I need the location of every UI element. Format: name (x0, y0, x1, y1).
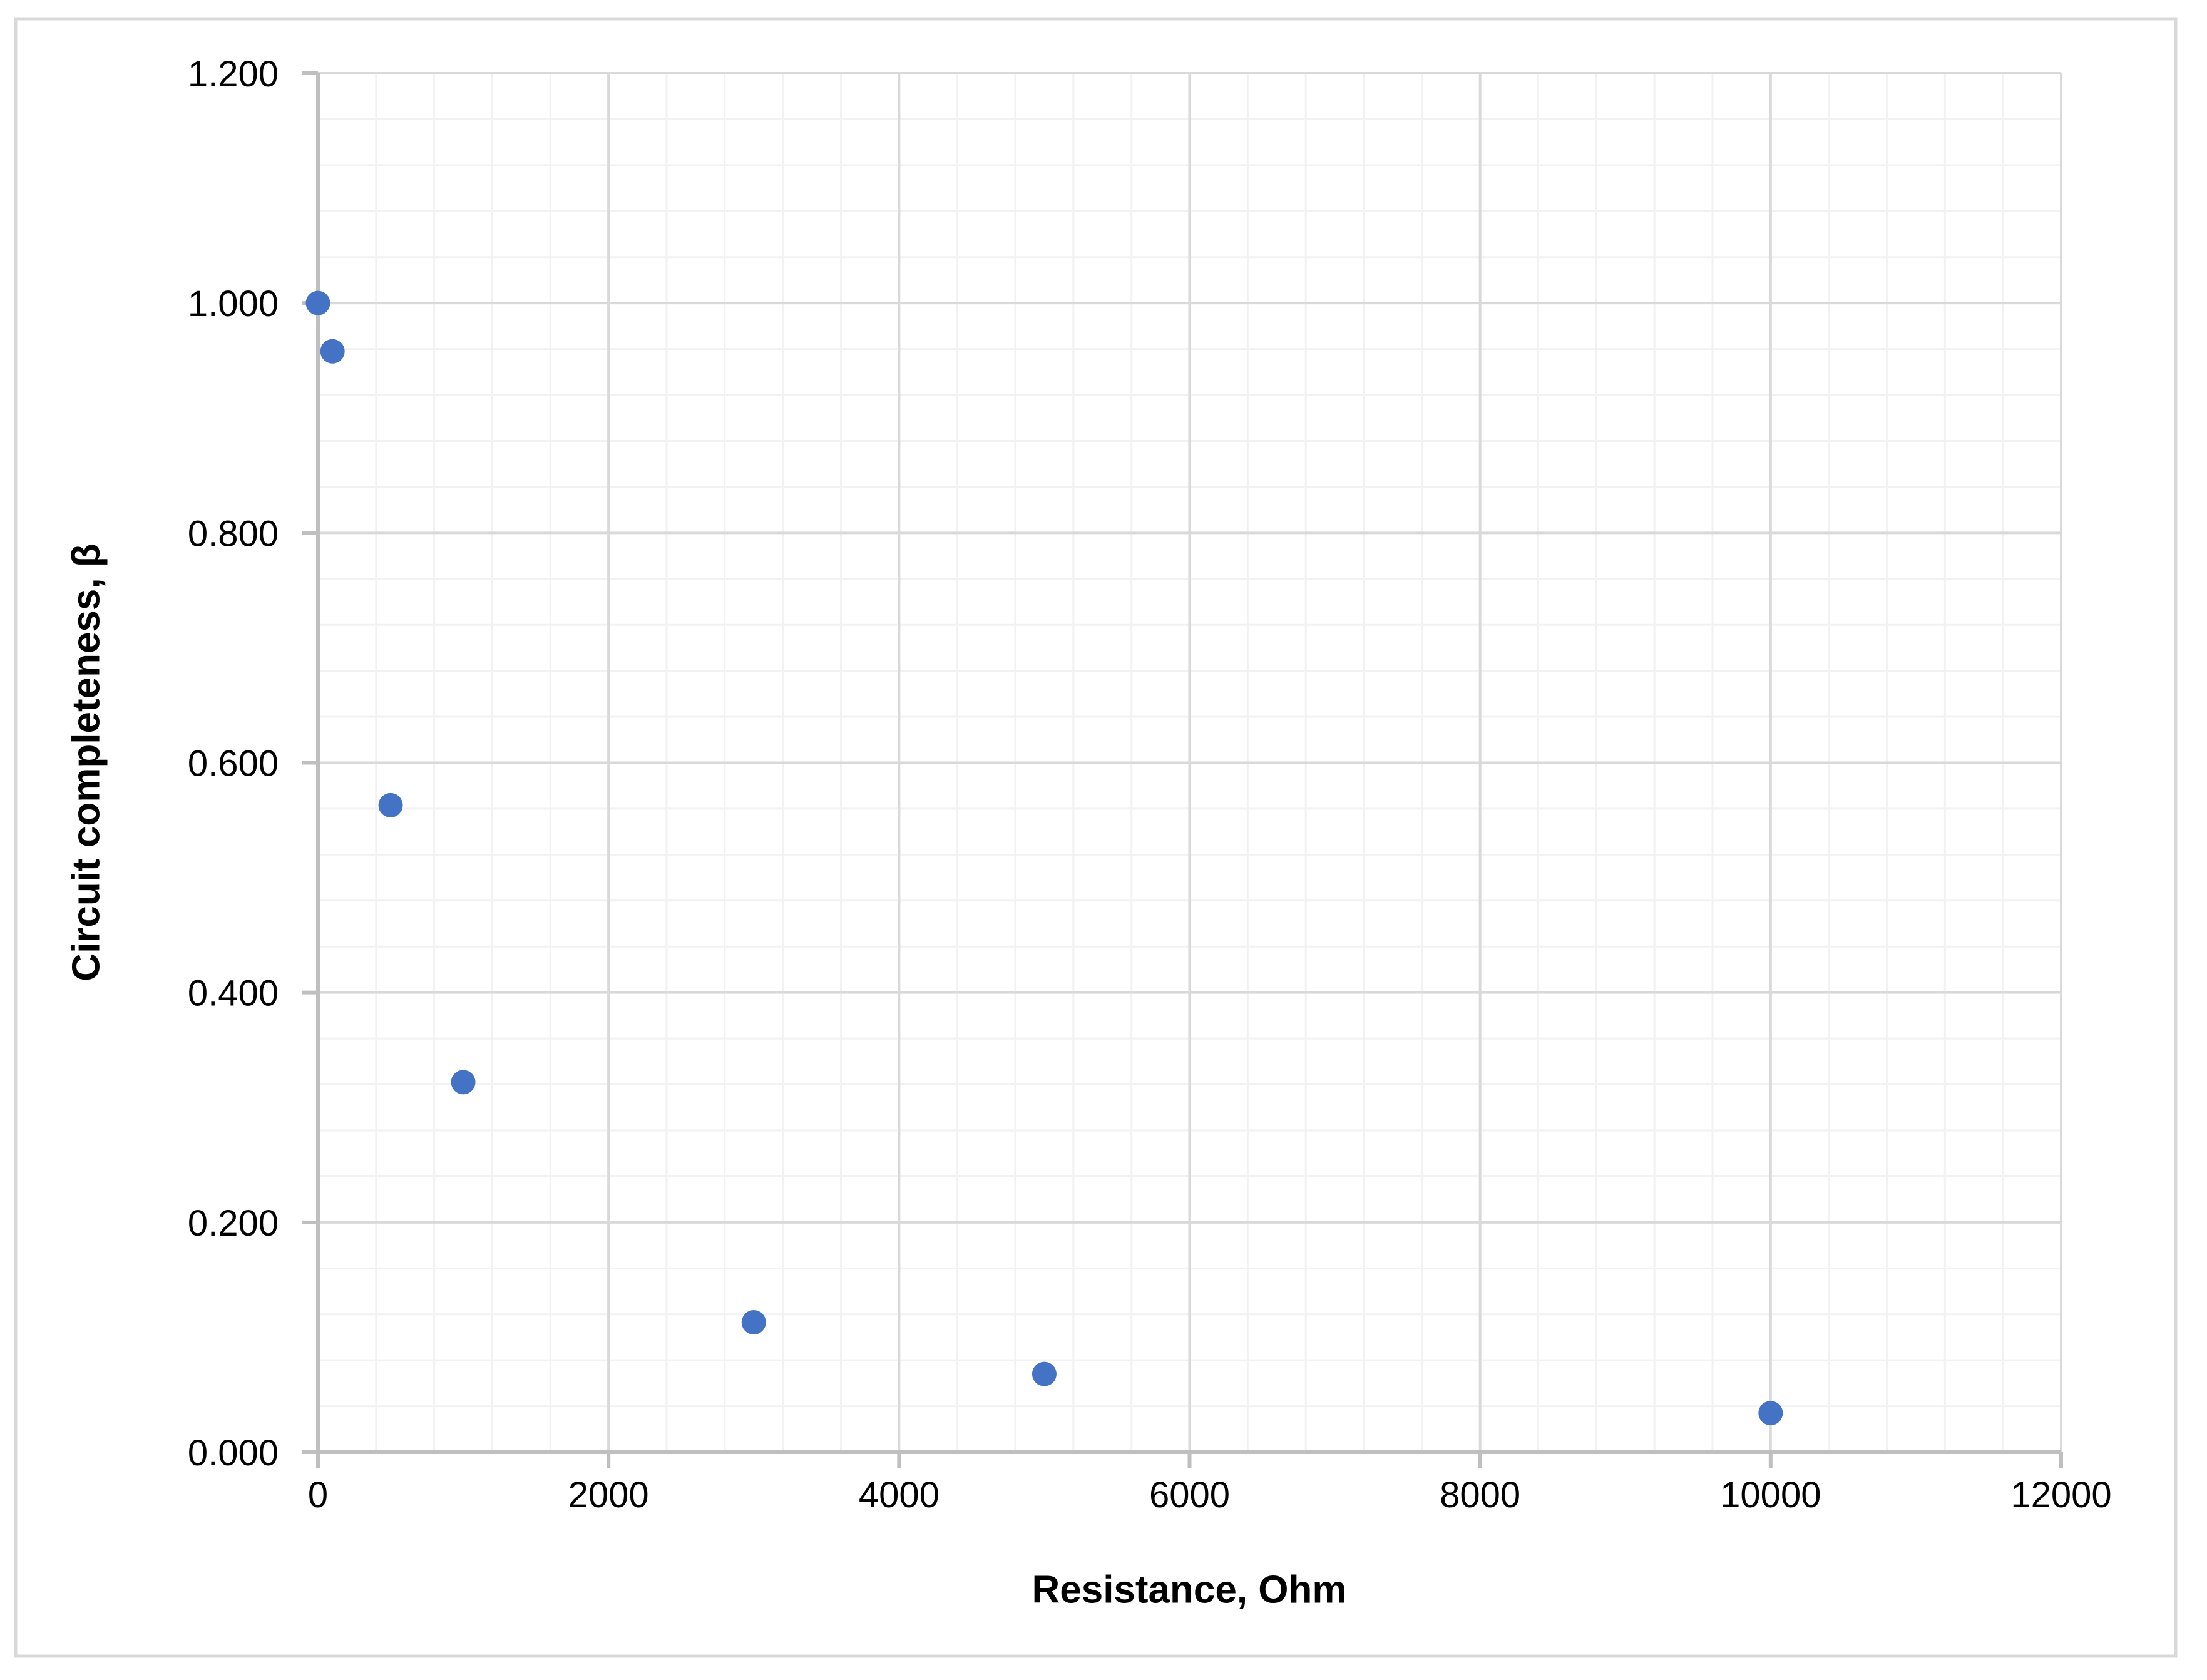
data-point (451, 1070, 476, 1095)
y-tick-label: 0.600 (188, 744, 279, 784)
y-tick-label: 0.800 (188, 513, 279, 554)
y-axis-title: Circuit completeness, β (64, 543, 108, 981)
data-point (1758, 1401, 1783, 1426)
chart-border (14, 17, 2178, 1658)
data-point (741, 1310, 766, 1335)
y-tick-label: 0.000 (188, 1433, 279, 1473)
x-tick-label: 2000 (568, 1475, 649, 1515)
y-tick-label: 1.200 (188, 54, 279, 95)
y-tick-label: 0.400 (188, 973, 279, 1014)
data-point (320, 339, 345, 364)
x-tick-label: 0 (308, 1475, 328, 1515)
y-tick-label: 1.000 (188, 284, 279, 324)
x-axis-title: Resistance, Ohm (1032, 1568, 1347, 1612)
y-tick-label: 0.200 (188, 1203, 279, 1244)
x-tick-label: 8000 (1440, 1475, 1520, 1515)
data-point (378, 792, 403, 817)
x-tick-label: 6000 (1149, 1475, 1230, 1515)
x-tick-label: 10000 (1720, 1475, 1821, 1515)
data-point (305, 290, 330, 315)
x-tick-label: 4000 (859, 1475, 940, 1515)
data-point (1032, 1361, 1057, 1386)
x-tick-label: 12000 (2010, 1475, 2111, 1515)
